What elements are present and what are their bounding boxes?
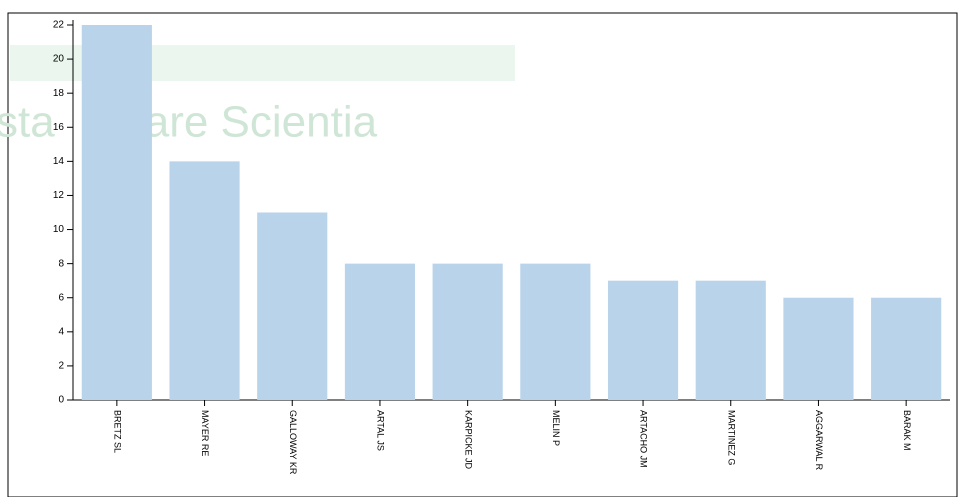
x-tick-label: MARTINEZ G <box>726 410 736 465</box>
y-tick-label: 22 <box>53 20 65 31</box>
y-tick-label: 14 <box>53 156 65 167</box>
x-tick-label: ARTACHO JM <box>639 410 649 468</box>
y-tick-label: 16 <box>53 122 65 133</box>
y-tick-label: 0 <box>58 395 64 406</box>
x-tick-label: GALLOWAY KR <box>288 410 298 475</box>
x-tick-label: MAYER RE <box>200 410 210 456</box>
bar <box>607 280 679 400</box>
bar <box>169 161 240 400</box>
x-tick-label: ARTAL JS <box>376 410 386 451</box>
bar <box>257 212 328 400</box>
watermark: sta <box>0 98 55 147</box>
bar <box>81 25 152 400</box>
x-tick-label: MELIN P <box>551 410 561 446</box>
y-tick-label: 6 <box>58 292 64 303</box>
y-tick-label: 10 <box>53 224 65 235</box>
bar <box>344 263 416 400</box>
x-tick-label: BRETZ SL <box>112 410 122 453</box>
x-tick-label: KARPICKE JD <box>463 410 473 470</box>
x-tick-label: AGGARWAL R <box>814 410 824 471</box>
y-tick-label: 20 <box>53 54 65 65</box>
y-tick-label: 4 <box>58 326 64 337</box>
bar <box>520 263 591 400</box>
bar <box>695 280 766 400</box>
bar <box>871 297 942 400</box>
x-tick-label: BARAK M <box>902 410 912 451</box>
y-tick-label: 2 <box>58 361 64 372</box>
bar <box>783 297 854 400</box>
frame <box>7 12 958 497</box>
y-tick-label: 12 <box>53 190 65 201</box>
y-tick-label: 8 <box>58 258 64 269</box>
y-tick-label: 18 <box>53 88 65 99</box>
bar <box>432 263 503 400</box>
